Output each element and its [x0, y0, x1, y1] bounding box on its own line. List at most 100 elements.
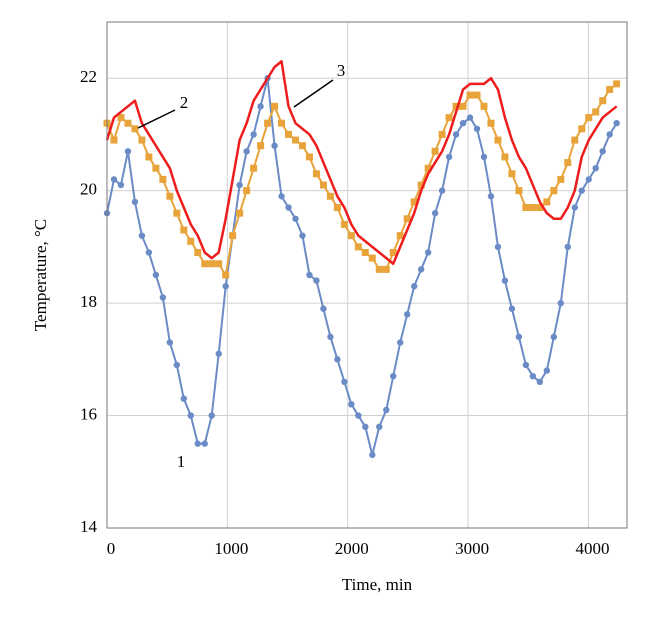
point: [124, 148, 132, 155]
point: [326, 192, 334, 200]
point: [180, 226, 188, 234]
point: [222, 271, 230, 279]
point: [578, 187, 585, 194]
point: [501, 153, 509, 161]
point: [383, 406, 390, 414]
point: [271, 102, 279, 110]
point: [306, 271, 313, 279]
point: [278, 119, 286, 127]
point: [117, 114, 125, 122]
point: [599, 148, 606, 155]
point: [466, 114, 474, 121]
point: [131, 198, 139, 206]
point: [536, 204, 544, 212]
point: [145, 249, 153, 256]
point: [347, 232, 355, 240]
point: [368, 254, 376, 262]
point: [334, 356, 341, 363]
plot-frame: [106, 21, 628, 529]
point: [606, 85, 614, 93]
point: [487, 193, 495, 200]
point: [243, 148, 250, 155]
point: [417, 266, 425, 273]
point: [515, 187, 523, 195]
point: [564, 243, 571, 251]
point: [606, 131, 613, 138]
point: [110, 176, 118, 183]
point: [494, 136, 502, 144]
point: [285, 130, 293, 138]
annotation: 1: [177, 452, 186, 471]
point: [410, 198, 418, 206]
point: [508, 170, 516, 178]
point: [550, 333, 558, 341]
point: [599, 97, 607, 105]
point: [159, 175, 167, 183]
point: [389, 249, 397, 257]
x-axis-label: Time, min: [342, 575, 413, 594]
point: [613, 120, 620, 127]
point: [194, 440, 201, 447]
point: [138, 232, 146, 239]
y-tick-label: 22: [80, 67, 97, 86]
point: [194, 249, 202, 257]
plot-area: [103, 60, 621, 459]
point: [522, 361, 530, 369]
point: [236, 181, 243, 189]
y-tick-label: 20: [80, 180, 97, 199]
point: [110, 136, 118, 144]
point: [340, 220, 348, 228]
annotation: 2: [180, 93, 189, 112]
point: [452, 131, 460, 138]
point: [299, 232, 306, 239]
point: [166, 339, 174, 346]
point: [201, 260, 209, 268]
point: [494, 243, 502, 251]
point: [229, 232, 237, 240]
point: [362, 423, 369, 430]
point: [424, 164, 432, 172]
point: [585, 114, 593, 122]
point: [215, 260, 223, 268]
y-tick-label: 14: [80, 517, 98, 536]
point: [376, 423, 383, 430]
annotation: 3: [337, 61, 346, 80]
point: [592, 164, 599, 172]
point: [166, 192, 174, 200]
point: [480, 153, 488, 161]
point: [473, 91, 481, 99]
point: [550, 187, 558, 195]
point: [355, 412, 362, 419]
point: [187, 237, 195, 245]
point: [333, 204, 341, 212]
x-tick-label: 3000: [455, 539, 489, 558]
point: [410, 283, 418, 290]
point: [138, 136, 146, 144]
y-tick-label: 18: [80, 292, 97, 311]
point: [466, 91, 474, 99]
point: [354, 243, 362, 251]
point: [173, 209, 181, 217]
point: [312, 170, 320, 178]
point: [480, 102, 488, 110]
point: [578, 125, 586, 133]
point: [585, 176, 592, 183]
point: [613, 80, 621, 88]
point: [131, 125, 139, 133]
point: [431, 209, 439, 217]
point: [529, 373, 537, 380]
point: [292, 136, 299, 144]
point: [243, 187, 251, 195]
point: [375, 265, 383, 273]
leader-line: [293, 79, 334, 108]
point: [320, 305, 327, 312]
point: [445, 114, 453, 122]
point: [438, 187, 446, 194]
point: [208, 260, 216, 268]
point: [515, 333, 523, 341]
point: [341, 378, 348, 386]
point: [424, 249, 432, 256]
point: [487, 119, 495, 127]
point: [180, 395, 187, 402]
